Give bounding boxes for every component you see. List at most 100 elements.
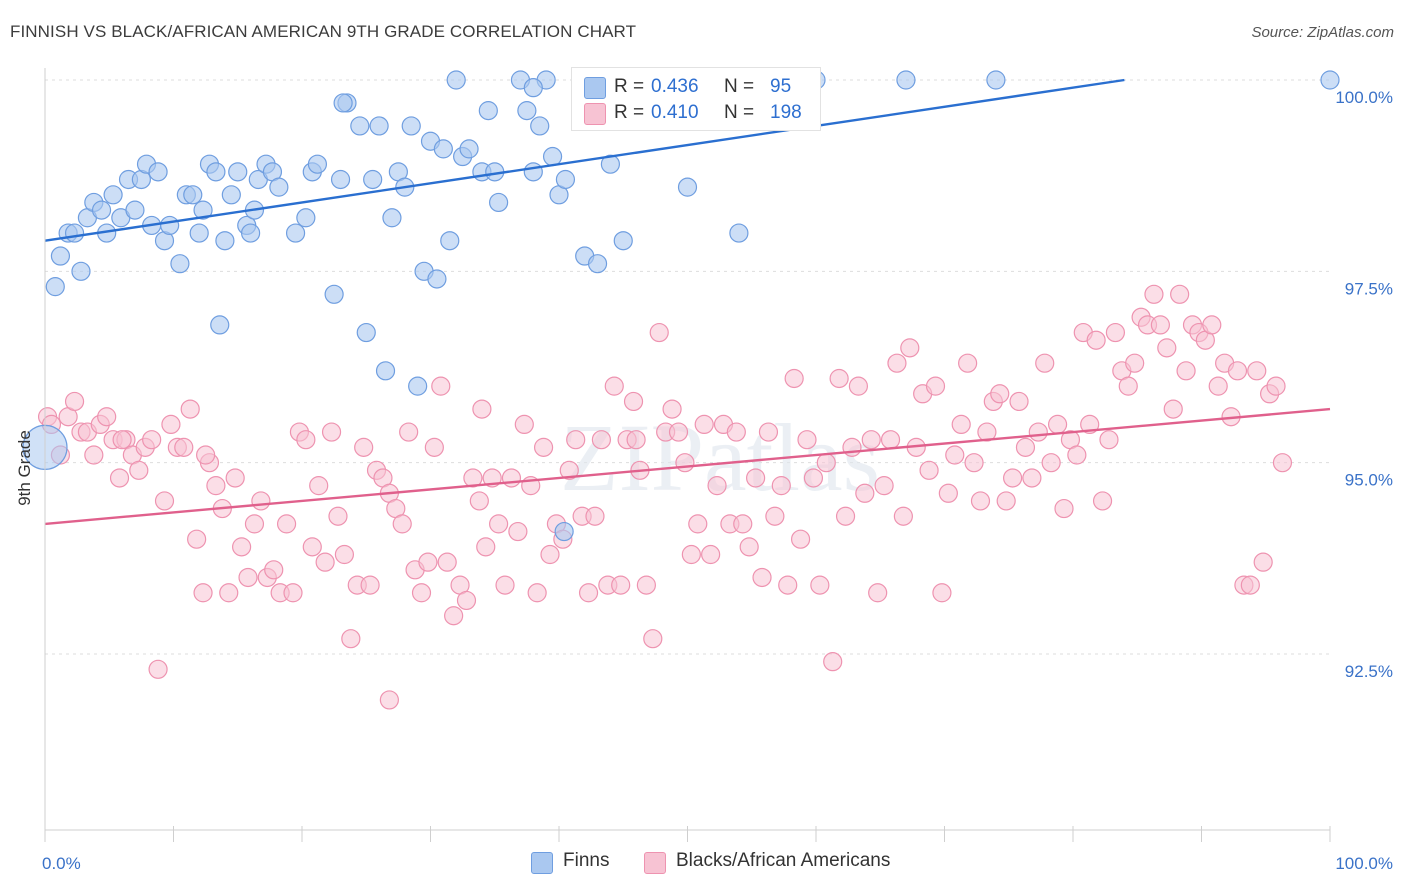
blacks-data-point: [472, 399, 492, 419]
finns-data-point: [91, 200, 112, 220]
blacks-data-point: [919, 460, 939, 480]
blacks-data-point: [688, 514, 708, 534]
blacks-data-point: [109, 468, 130, 488]
blacks-data-point: [880, 430, 901, 450]
finns-swatch: [584, 77, 606, 99]
blacks-data-point: [816, 453, 836, 473]
blacks-data-point: [758, 422, 779, 442]
blacks-data-point: [187, 529, 207, 549]
blacks-data-point: [1105, 322, 1126, 343]
finns-data-point: [729, 223, 749, 243]
finns-data-point: [210, 315, 230, 335]
blacks-data-point: [790, 529, 811, 549]
finns-data-point: [523, 162, 543, 182]
blacks-data-point: [739, 537, 759, 557]
blacks-data-point: [771, 476, 791, 496]
blacks-data-point: [964, 453, 984, 473]
blacks-trend-line: [44, 407, 1331, 526]
blacks-data-point: [1003, 468, 1023, 488]
blacks-data-point: [283, 583, 303, 603]
finns-data-point: [587, 254, 608, 274]
blacks-data-point: [328, 506, 348, 526]
finns-data-point: [330, 169, 351, 190]
finns-data-point: [478, 101, 498, 121]
blacks-data-point: [945, 445, 965, 465]
blacks-data-point: [803, 468, 824, 488]
blacks-data-point: [626, 430, 646, 450]
blacks-data-point: [533, 437, 554, 457]
blacks-data-point: [1253, 552, 1273, 572]
blacks-data-point: [951, 414, 971, 434]
blacks-data-point: [1099, 430, 1119, 450]
blacks-data-point: [392, 514, 412, 534]
finns-data-point: [45, 277, 65, 297]
finns-data-point: [241, 223, 261, 243]
blacks-data-point: [1150, 315, 1170, 335]
axes: 100.0% 97.5% 95.0% 92.5% 0.0% 100.0%: [42, 68, 1393, 873]
finns-data-point: [1320, 70, 1340, 90]
finns-data-point: [896, 70, 916, 90]
blacks-data-point: [1240, 575, 1260, 595]
blacks-data-point: [977, 422, 997, 442]
finns-data-point: [555, 169, 576, 190]
finns-data-point: [459, 139, 479, 159]
blacks-data-point: [514, 414, 534, 434]
blacks-data-point: [797, 430, 817, 450]
blacks-data-point: [540, 544, 560, 565]
finns-data-point: [542, 146, 563, 167]
blacks-data-point: [848, 376, 869, 396]
blacks-data-point: [527, 583, 547, 603]
blacks-data-point: [778, 575, 798, 595]
finns-data-point: [333, 93, 353, 113]
blacks-data-point: [861, 430, 881, 450]
legend-n-value: 198: [770, 102, 802, 123]
blacks-data-point: [668, 422, 689, 442]
y-tick-label: 100.0%: [1335, 88, 1393, 107]
blacks-data-point: [1163, 399, 1183, 419]
blacks-data-point: [354, 437, 374, 457]
blacks-data-point: [784, 368, 804, 389]
blacks-data-point: [1035, 353, 1055, 373]
finns-data-point: [206, 162, 226, 182]
blacks-data-point: [444, 606, 464, 626]
blacks-data-point: [112, 430, 132, 450]
finns-data-point: [103, 185, 123, 205]
blacks-data-point: [309, 476, 329, 496]
finns-data-point: [183, 185, 203, 205]
blacks-data-point: [829, 368, 849, 389]
finns-data-point: [369, 116, 389, 136]
blacks-data-point: [1080, 414, 1100, 434]
blacks-data-point: [868, 583, 888, 603]
y-tick-label: 97.5%: [1345, 279, 1393, 298]
finns-data-point: [401, 116, 421, 136]
finns-data-point: [125, 200, 145, 220]
finns-data-point: [517, 101, 537, 121]
finns-data-point: [64, 223, 85, 243]
blacks-data-point: [1157, 338, 1177, 358]
blacks-swatch: [644, 852, 666, 874]
finns-data-point: [170, 254, 190, 274]
blacks-data-point: [1015, 437, 1036, 457]
trend-lines: [44, 78, 1331, 526]
blacks-data-point: [1092, 491, 1113, 511]
blacks-data-point: [238, 567, 258, 588]
finns-trend-line: [44, 78, 1125, 242]
blacks-data-point: [566, 430, 586, 450]
blacks-swatch: [584, 103, 606, 125]
finns-data-point: [285, 223, 306, 243]
finns-data-point: [356, 322, 376, 343]
blacks-data-point: [970, 491, 991, 511]
blacks-data-point: [1047, 414, 1068, 434]
blacks-data-point: [456, 590, 477, 611]
blacks-data-point: [1009, 391, 1029, 412]
blacks-data-point: [463, 468, 483, 488]
finns-data-point: [613, 231, 633, 251]
correlation-legend: R = 0.436 N = 95 R = 0.410 N = 198: [571, 67, 821, 131]
blacks-data-point: [1086, 330, 1106, 350]
finns-data-point: [408, 376, 428, 396]
blacks-data-point: [1208, 376, 1228, 396]
finns-legend-label: Finns: [563, 850, 610, 871]
blacks-data-point: [1041, 453, 1061, 473]
blacks-data-point: [1227, 361, 1248, 381]
blacks-data-point: [142, 430, 162, 450]
